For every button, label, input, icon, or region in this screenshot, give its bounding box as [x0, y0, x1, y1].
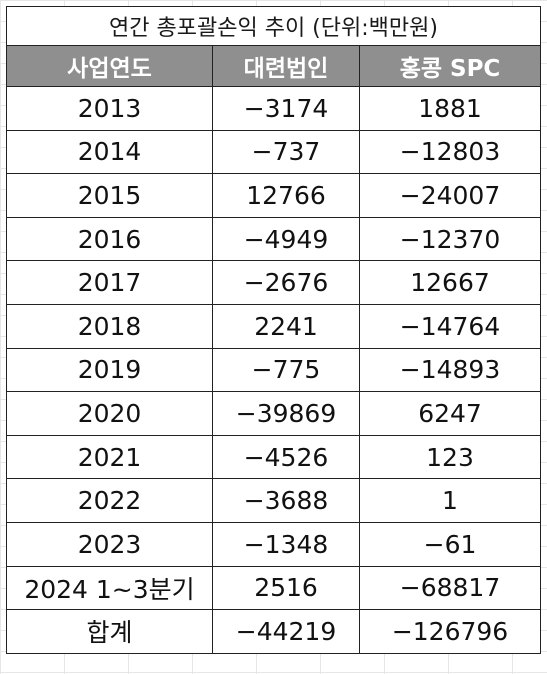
table-header-row: 사업연도 대련법인 홍콩 SPC	[6, 45, 542, 87]
table-row: 2018 2241 −14764	[6, 303, 542, 349]
hongkong-value-cell: −68817	[358, 565, 542, 611]
hongkong-value-cell: −14764	[358, 303, 542, 349]
fiscal-year-cell: 2021	[6, 434, 213, 480]
dalian-value-cell: 12766	[212, 173, 360, 218]
table-row: 2020 −39869 6247	[6, 391, 542, 436]
dalian-value-cell: −3688	[212, 478, 360, 523]
table-row: 2017 −2676 12667	[6, 260, 542, 305]
hongkong-value-cell: −12370	[358, 216, 542, 262]
table-row: 2024 1~3분기 2516 −68817	[6, 565, 542, 611]
fiscal-year-cell: 2022	[6, 478, 213, 523]
fiscal-year-cell: 2019	[6, 347, 213, 393]
header-hongkong-spc: 홍콩 SPC	[358, 45, 542, 87]
table-row: 2019 −775 −14893	[6, 347, 542, 393]
table-row: 2021 −4526 123	[6, 434, 542, 480]
dalian-value-cell: −44219	[212, 609, 360, 654]
comprehensive-income-table: 연간 총포괄손익 추이 (단위:백만원) 사업연도 대련법인 홍콩 SPC 20…	[5, 6, 542, 654]
dalian-value-cell: 2241	[212, 303, 360, 349]
fiscal-year-cell: 2017	[6, 260, 213, 305]
table-row: 2022 −3688 1	[6, 478, 542, 523]
hongkong-value-cell: 6247	[358, 391, 542, 436]
fiscal-year-cell: 2020	[6, 391, 213, 436]
fiscal-year-cell: 2014	[6, 129, 213, 175]
fiscal-year-cell: 2016	[6, 216, 213, 262]
table-body: 2013 −3174 1881 2014 −737 −12803 2015 12766 −240…	[6, 86, 542, 654]
hongkong-value-cell: −126796	[358, 609, 542, 654]
fiscal-year-cell: 2013	[6, 86, 213, 131]
dalian-value-cell: −4526	[212, 434, 360, 480]
dalian-value-cell: −1348	[212, 521, 360, 567]
hongkong-value-cell: −14893	[358, 347, 542, 393]
dalian-value-cell: −4949	[212, 216, 360, 262]
fiscal-year-cell: 2024 1~3분기	[6, 565, 213, 611]
hongkong-value-cell: 12667	[358, 260, 542, 305]
hongkong-value-cell: 123	[358, 434, 542, 480]
header-fiscal-year: 사업연도	[6, 45, 213, 87]
table-title: 연간 총포괄손익 추이 (단위:백만원)	[5, 6, 542, 46]
dalian-value-cell: 2516	[212, 565, 360, 611]
hongkong-value-cell: 1881	[358, 86, 542, 131]
dalian-value-cell: −39869	[212, 391, 360, 436]
dalian-value-cell: −2676	[212, 260, 360, 305]
fiscal-year-cell: 2018	[6, 303, 213, 349]
hongkong-value-cell: 1	[358, 478, 542, 523]
total-row: 합계 −44219 −126796	[6, 609, 542, 654]
table-row: 2015 12766 −24007	[6, 173, 542, 218]
table-row: 2023 −1348 −61	[6, 521, 542, 567]
header-dalian-corp: 대련법인	[212, 45, 360, 87]
table-row: 2013 −3174 1881	[6, 86, 542, 131]
hongkong-value-cell: −61	[358, 521, 542, 567]
fiscal-year-cell: 2015	[6, 173, 213, 218]
dalian-value-cell: −737	[212, 129, 360, 175]
table-title-row: 연간 총포괄손익 추이 (단위:백만원)	[5, 6, 542, 46]
table-row: 2014 −737 −12803	[6, 129, 542, 175]
dalian-value-cell: −775	[212, 347, 360, 393]
dalian-value-cell: −3174	[212, 86, 360, 131]
table-row: 2016 −4949 −12370	[6, 216, 542, 262]
hongkong-value-cell: −24007	[358, 173, 542, 218]
fiscal-year-cell: 합계	[6, 609, 213, 654]
fiscal-year-cell: 2023	[6, 521, 213, 567]
hongkong-value-cell: −12803	[358, 129, 542, 175]
